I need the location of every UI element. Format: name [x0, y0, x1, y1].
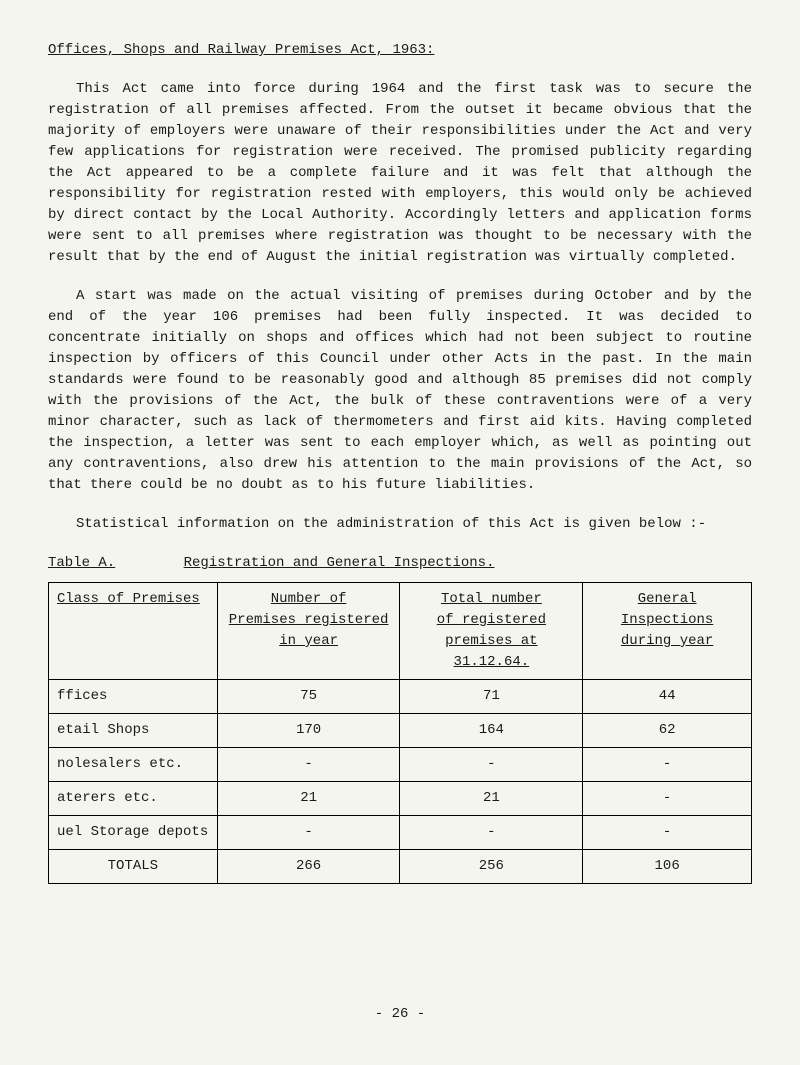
table-row: aterers etc. 21 21 - — [49, 782, 752, 816]
cell-gen: 44 — [583, 680, 752, 714]
cell-class: aterers etc. — [49, 782, 218, 816]
cell-gen: - — [583, 748, 752, 782]
cell-total: - — [400, 748, 583, 782]
cell-num: 170 — [217, 714, 400, 748]
cell-class: nolesalers etc. — [49, 748, 218, 782]
table-row: etail Shops 170 164 62 — [49, 714, 752, 748]
cell-num: - — [217, 748, 400, 782]
table-label: Table A. — [48, 555, 115, 571]
paragraph-3: Statistical information on the administr… — [48, 514, 752, 535]
cell-class-total: TOTALS — [49, 850, 218, 884]
cell-total: 164 — [400, 714, 583, 748]
cell-total: 21 — [400, 782, 583, 816]
cell-class: uel Storage depots — [49, 816, 218, 850]
page-title: Offices, Shops and Railway Premises Act,… — [48, 40, 752, 61]
header-number: Number of Premises registered in year — [217, 583, 400, 680]
header-class: Class of Premises — [49, 583, 218, 680]
cell-num: - — [217, 816, 400, 850]
cell-gen-total: 106 — [583, 850, 752, 884]
cell-gen: 62 — [583, 714, 752, 748]
table-row: ffices 75 71 44 — [49, 680, 752, 714]
header-general: General Inspections during year — [583, 583, 752, 680]
cell-gen: - — [583, 816, 752, 850]
cell-num-total: 266 — [217, 850, 400, 884]
cell-class: ffices — [49, 680, 218, 714]
header-total: Total number of registered premises at 3… — [400, 583, 583, 680]
paragraph-1: This Act came into force during 1964 and… — [48, 79, 752, 268]
table-row: nolesalers etc. - - - — [49, 748, 752, 782]
cell-gen: - — [583, 782, 752, 816]
cell-total-total: 256 — [400, 850, 583, 884]
cell-class: etail Shops — [49, 714, 218, 748]
cell-num: 75 — [217, 680, 400, 714]
inspections-table: Class of Premises Number of Premises reg… — [48, 582, 752, 884]
cell-num: 21 — [217, 782, 400, 816]
table-totals-row: TOTALS 266 256 106 — [49, 850, 752, 884]
table-heading-line: Table A. Registration and General Inspec… — [48, 553, 752, 574]
table-row: uel Storage depots - - - — [49, 816, 752, 850]
cell-total: 71 — [400, 680, 583, 714]
table-body: ffices 75 71 44 etail Shops 170 164 62 n… — [49, 680, 752, 884]
paragraph-2: A start was made on the actual visiting … — [48, 286, 752, 496]
cell-total: - — [400, 816, 583, 850]
table-caption: Registration and General Inspections. — [184, 555, 495, 571]
table-header-row: Class of Premises Number of Premises reg… — [49, 583, 752, 680]
page-number: - 26 - — [48, 1004, 752, 1025]
